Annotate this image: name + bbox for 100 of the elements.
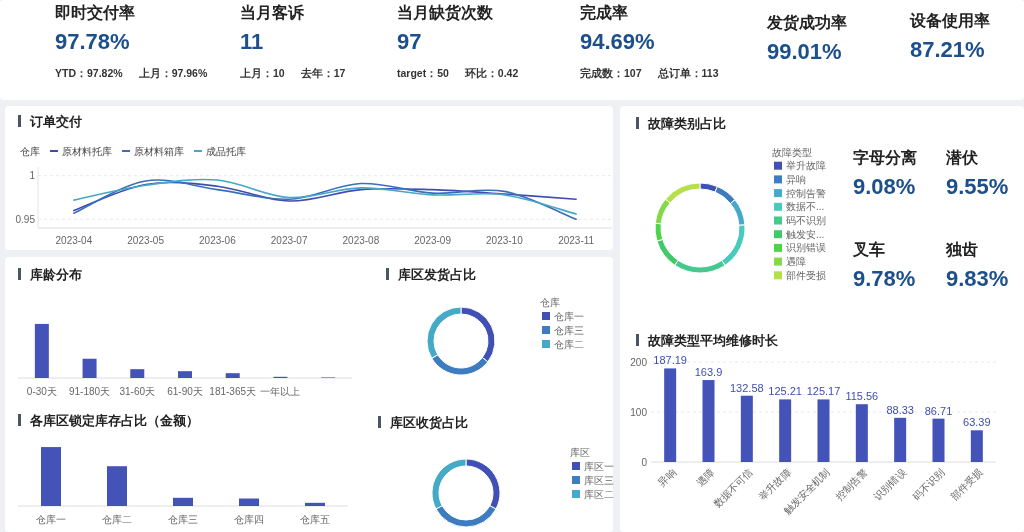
x-tick-label: 2023-10 — [486, 234, 524, 246]
legend-title: 库区 — [570, 446, 590, 458]
text: 87.21% — [910, 36, 985, 62]
x-tick-label: 2023-11 — [558, 234, 595, 246]
legend-label: 仓库三 — [554, 324, 584, 336]
x-tick-label: 部件受损 — [948, 466, 985, 503]
x-tick-label: 2023-08 — [342, 234, 380, 246]
chart-title: 库区收货占比 — [389, 414, 468, 430]
text: 发货成功率 — [766, 12, 847, 32]
legend-label: 遇障 — [786, 256, 806, 268]
x-tick-label: 仓库二 — [102, 513, 132, 525]
legend-label: 数据不... — [786, 201, 825, 213]
text: 独齿 — [945, 240, 978, 258]
bar — [855, 404, 868, 462]
bar — [305, 502, 325, 506]
data-label: 86.71 — [924, 404, 953, 417]
x-tick-label: 2023-07 — [270, 234, 308, 246]
text: 99.01% — [767, 38, 842, 64]
bar — [34, 323, 49, 378]
text: 9.78% — [853, 265, 916, 291]
text: 11 — [240, 28, 264, 54]
x-tick-label: 31-60天 — [119, 385, 156, 397]
x-tick-label: 0-30天 — [26, 385, 57, 397]
chart-title: 库龄分布 — [29, 266, 82, 282]
legend-title: 仓库 — [20, 145, 40, 157]
legend-label: 库区二 — [584, 488, 614, 500]
data-label: 163.9 — [694, 366, 723, 379]
chart-title: 库区发货占比 — [397, 266, 476, 282]
legend-label: 触发安... — [786, 228, 825, 240]
x-tick-label: 仓库一 — [36, 513, 66, 525]
bar — [239, 498, 259, 506]
text: 设备使用率 — [909, 10, 990, 29]
data-label: 63.39 — [963, 416, 991, 429]
legend-label: 识别错误 — [786, 242, 826, 254]
y-tick-label: 1 — [29, 170, 36, 182]
x-tick-label: 2023-05 — [127, 234, 165, 246]
legend-label: 码不识别 — [786, 215, 826, 226]
text: 潜伏 — [945, 148, 979, 166]
bar — [82, 358, 97, 378]
bar — [107, 466, 127, 506]
bar — [702, 380, 715, 462]
text: 当月客诉 — [240, 2, 305, 21]
text: YTD：97.82% — [55, 67, 124, 79]
x-tick-label: 识别错误 — [871, 466, 909, 503]
x-tick-label: 181-365天 — [209, 385, 257, 397]
data-label: 187.19 — [653, 354, 687, 367]
legend-label: 异响 — [786, 173, 806, 185]
text: 完成率 — [580, 2, 628, 21]
text: 当月缺货次数 — [397, 3, 494, 22]
y-tick-label: 100 — [630, 406, 648, 418]
y-tick-label: 0.95 — [15, 213, 36, 225]
text: 94.69% — [580, 28, 655, 54]
bar — [894, 417, 907, 462]
x-tick-label: 仓库四 — [234, 513, 264, 525]
legend-label: 仓库二 — [554, 338, 584, 350]
text: 叉车 — [852, 240, 885, 258]
y-tick-label: 0 — [641, 456, 648, 468]
x-tick-label: 一年以上 — [260, 385, 301, 397]
text: 字母分离 — [853, 147, 917, 166]
bar — [664, 368, 677, 462]
x-tick-label: 2023-04 — [55, 234, 93, 246]
legend-label: 原材料箱库 — [134, 145, 184, 157]
legend-label: 部件受损 — [786, 269, 826, 281]
bar — [740, 395, 753, 462]
data-label: 88.33 — [886, 403, 914, 416]
x-tick-label: 遇障 — [694, 466, 717, 489]
text: target：50 — [397, 67, 450, 79]
bar — [178, 371, 192, 378]
bar — [225, 373, 240, 378]
bar — [817, 399, 830, 462]
text: 9.55% — [946, 173, 1009, 199]
legend-title: 仓库 — [540, 296, 560, 308]
text: 完成数：107 — [580, 67, 642, 79]
bar — [41, 447, 61, 506]
bar — [779, 399, 792, 462]
legend-label: 仓库一 — [554, 310, 584, 322]
x-tick-label: 仓库五 — [300, 513, 330, 525]
legend-label: 库区一 — [584, 460, 614, 472]
bar — [970, 430, 983, 462]
x-tick-label: 91-180天 — [69, 385, 111, 397]
x-tick-label: 仓库三 — [168, 513, 198, 525]
text: 97.78% — [55, 28, 130, 54]
bar — [173, 497, 193, 506]
text: 9.83% — [946, 265, 1009, 291]
chart-title: 订单交付 — [29, 113, 82, 129]
text: 即时交付率 — [55, 2, 135, 21]
legend-label: 控制告警 — [786, 187, 826, 199]
x-tick-label: 控制告警 — [833, 466, 870, 503]
text: 去年：17 — [299, 67, 346, 79]
y-tick-label: 200 — [630, 356, 648, 368]
text: 9.08% — [853, 173, 916, 199]
x-tick-label: 2023-09 — [414, 234, 452, 246]
legend-label: 原材料托库 — [62, 145, 112, 157]
x-tick-label: 2023-06 — [199, 234, 237, 246]
legend-label: 举升故障 — [786, 160, 826, 172]
text: 总订单：113 — [656, 67, 719, 79]
data-label: 125.21 — [768, 385, 802, 398]
legend-title: 故障类型 — [772, 146, 812, 158]
x-tick-label: 61-90天 — [167, 385, 203, 397]
data-label: 125.17 — [806, 385, 841, 398]
